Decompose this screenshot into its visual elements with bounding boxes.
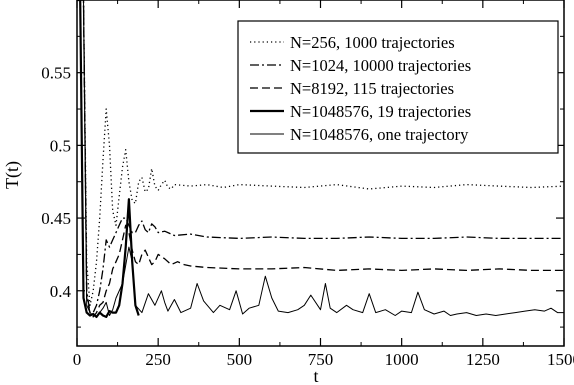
legend-box bbox=[237, 20, 559, 154]
x-tick-label: 500 bbox=[227, 350, 253, 369]
x-axis-label: t bbox=[313, 366, 318, 385]
legend-label-5: N=1048576, one trajectory bbox=[290, 125, 469, 144]
y-tick-label: 0.45 bbox=[41, 209, 71, 228]
series-line-1 bbox=[77, 0, 564, 306]
x-tick-label: 1250 bbox=[466, 350, 500, 369]
y-axis-label: T(t) bbox=[2, 161, 23, 189]
series-layer bbox=[77, 0, 564, 318]
x-tick-label: 1000 bbox=[385, 350, 419, 369]
series-line-3 bbox=[77, 0, 564, 318]
legend-label-2: N=1024, 10000 trajectories bbox=[290, 56, 471, 75]
series-line-5 bbox=[77, 0, 564, 318]
legend-label-3: N=8192, 115 trajectories bbox=[290, 79, 454, 98]
x-tick-label: 0 bbox=[73, 350, 82, 369]
y-tick-label: 0.5 bbox=[50, 136, 71, 155]
series-line-4 bbox=[77, 0, 140, 318]
series-line-2 bbox=[77, 0, 564, 314]
x-tick-label: 250 bbox=[145, 350, 171, 369]
legend-label-1: N=256, 1000 trajectories bbox=[290, 33, 455, 52]
y-tick-label: 0.55 bbox=[41, 64, 71, 83]
y-tick-label: 0.4 bbox=[50, 282, 72, 301]
legend-label-4: N=1048576, 19 trajectories bbox=[290, 102, 471, 121]
legend: N=256, 1000 trajectories N=1024, 10000 tr… bbox=[237, 20, 559, 154]
x-tick-label: 750 bbox=[308, 350, 334, 369]
